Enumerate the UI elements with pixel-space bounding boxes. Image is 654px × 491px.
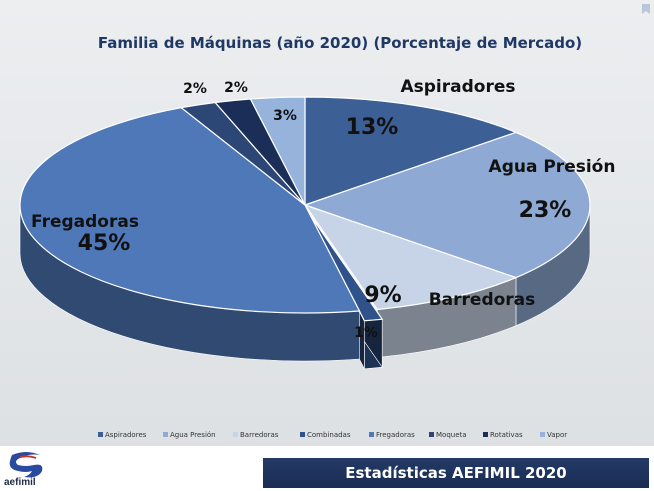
pie-slice-fregadoras <box>19 107 361 314</box>
logo-text: aefimil <box>4 477 36 488</box>
legend-swatch-aspiradores <box>98 432 103 437</box>
pie-slice-barredoras <box>303 203 518 311</box>
slice-value-barredoras: 9% <box>364 283 401 308</box>
slice-label-barredoras: Barredoras <box>429 290 536 310</box>
pie-slice-aspiradores <box>304 96 518 206</box>
slice-label-agua-presión: Agua Presión <box>489 157 616 177</box>
slice-value-agua-presión: 23% <box>519 198 572 223</box>
legend-label-fregadoras: Fregadoras <box>376 431 415 439</box>
corner-bookmark-icon <box>642 4 650 14</box>
legend-swatch-combinadas <box>300 432 305 437</box>
footer-title: Estadísticas AEFIMIL 2020 <box>263 458 649 488</box>
slice-value-fregadoras: 45% <box>78 231 131 256</box>
slice-label-fregadoras: Fregadoras <box>31 212 139 232</box>
slice-value-aspiradores: 13% <box>346 115 399 140</box>
chart-title: Familia de Máquinas (año 2020) (Porcenta… <box>98 34 582 52</box>
aefimil-logo-icon <box>9 452 43 478</box>
legend-label-aspiradores: Aspiradores <box>105 431 147 439</box>
legend-label-vapor: Vapor <box>547 431 567 439</box>
pie-slice-agua-presión <box>303 131 591 279</box>
legend-label-moqueta: Moqueta <box>436 431 467 439</box>
legend-swatch-agua-presión <box>163 432 168 437</box>
legend-swatch-barredoras <box>233 432 238 437</box>
legend-swatch-rotativas <box>483 432 488 437</box>
legend-label-combinadas: Combinadas <box>307 431 351 439</box>
legend-label-rotativas: Rotativas <box>490 431 523 439</box>
legend-swatch-vapor <box>540 432 545 437</box>
pie-slice-combinadas <box>309 214 384 322</box>
legend-swatch-fregadoras <box>369 432 374 437</box>
slice-value-vapor: 3% <box>273 108 297 124</box>
pie-slice-vapor <box>249 96 306 206</box>
legend-label-agua-presión: Agua Presión <box>170 431 216 439</box>
slice-value-combinadas: 1% <box>354 325 378 341</box>
legend-swatch-moqueta <box>429 432 434 437</box>
slice-label-aspiradores: Aspiradores <box>400 77 515 97</box>
slice-value-moqueta: 2% <box>183 81 207 97</box>
legend-label-barredoras: Barredoras <box>240 431 279 439</box>
slice-value-rotativas: 2% <box>224 80 248 96</box>
